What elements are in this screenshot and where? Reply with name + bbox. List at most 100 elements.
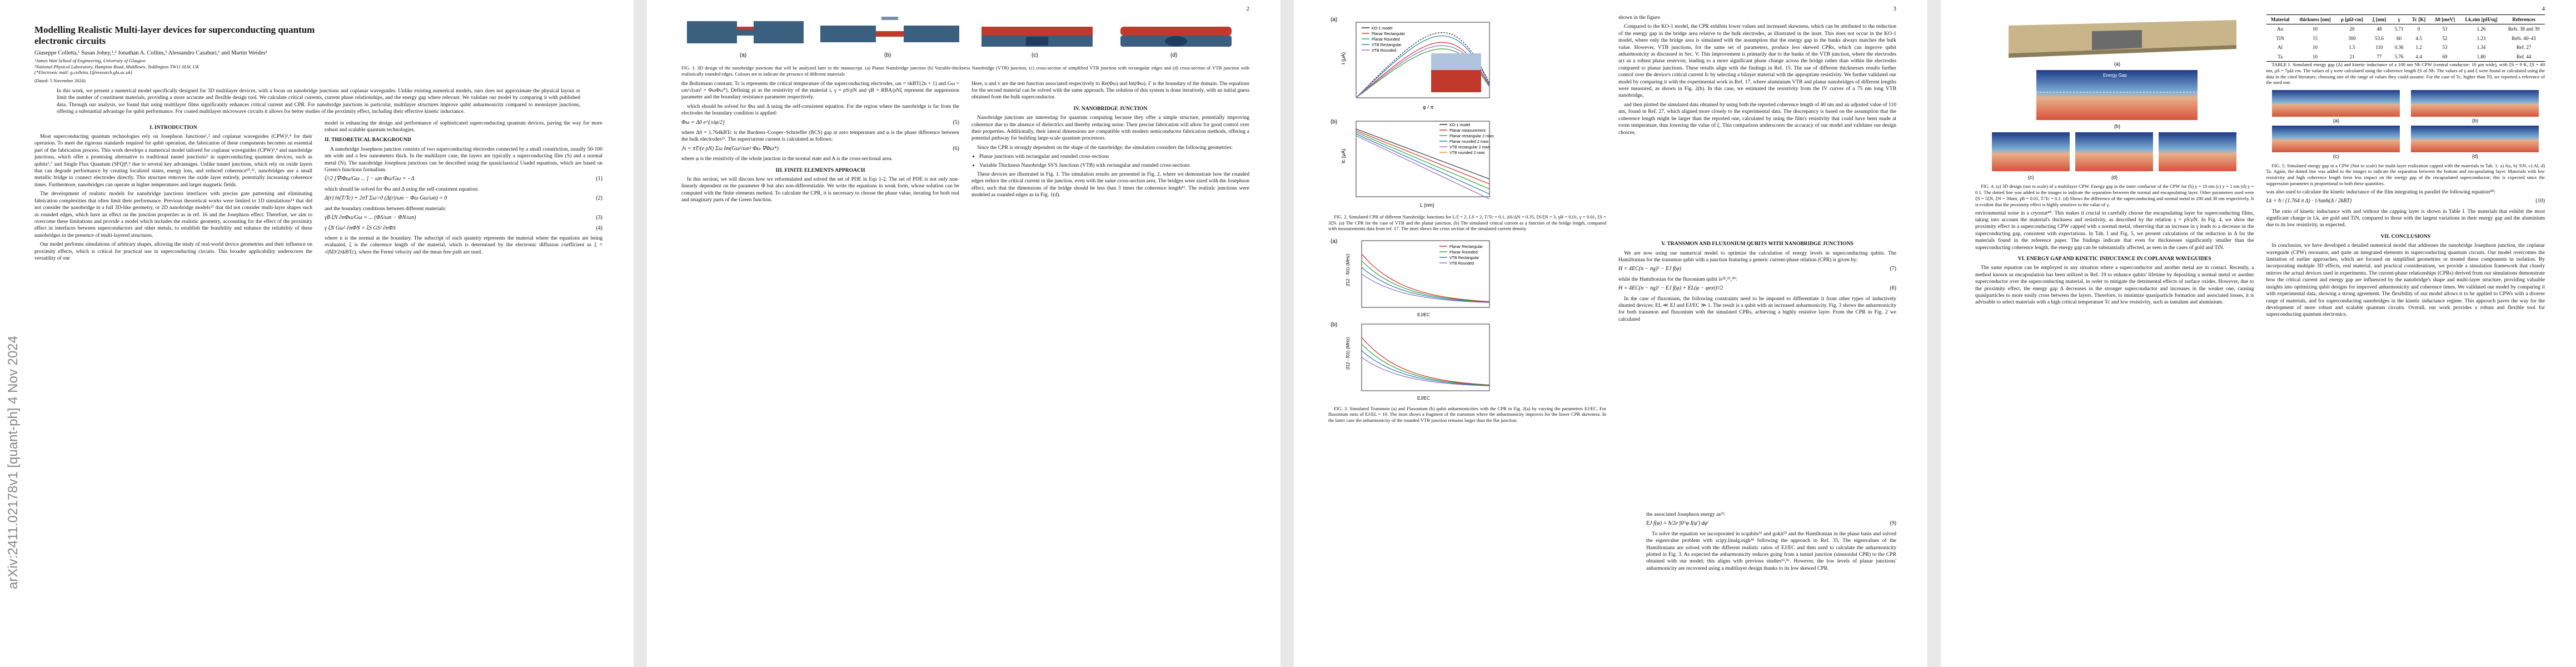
fig5-label-b: (b) [2472, 118, 2478, 123]
paragraph: A nanobridge Josephson junction consists… [325, 146, 602, 173]
anharmonicity-series-line [1361, 344, 1490, 386]
affiliation-2: ²National Physical Laboratory, Hampton R… [34, 63, 200, 69]
equation-2: Δ(r) ln(T/Tc) + 2πT Σω>0 (Δ(r)/ωn − Φω G… [325, 195, 602, 202]
paragraph: In the case of fluxonium, the following … [1618, 295, 1896, 322]
table-header-cell: ρ [μΩ·cm] [2341, 17, 2363, 22]
table-cell: 21 [2349, 53, 2355, 59]
anharmonicity-series-line [1361, 337, 1490, 386]
paragraph: Most superconducting quantum technologie… [34, 133, 312, 188]
fig4-panel-c [1992, 132, 2070, 171]
table-cell: Refs. 38 and 39 [2508, 26, 2540, 32]
legend-label: Planar Rounded [1372, 38, 1400, 42]
fig2b-axes [1356, 121, 1490, 197]
paragraph: In conclusion, we have developed a detai… [2266, 242, 2545, 318]
fig2b-series [1356, 128, 1490, 200]
equation-body: ξ²/2 [∇²Φω/Gω ... ] − ωn Φω/Gω = −Δ [325, 176, 415, 182]
ic-series-line [1356, 128, 1490, 180]
fig2b-legend: KO-1 model Planar measurement Planar recta… [1439, 123, 1494, 155]
page-4: 4 (a) [1941, 0, 2576, 667]
paragraph: where n is the normal at the boundary. T… [325, 235, 602, 255]
ic-series-line [1356, 135, 1490, 200]
table-row: TiN 15 300 53.6 60 4.5 52 1.23 Refs. 40–43 [2266, 34, 2545, 43]
fig1-label-d: (d) [1170, 52, 1177, 58]
paragraph: the Boltzmann constant. Tc is represents… [681, 80, 959, 101]
fig1-panel-b [820, 17, 959, 42]
anharmonicity-series-line [1361, 253, 1490, 302]
table-cell: 1.26 [2477, 26, 2486, 32]
fig2b-xlabel: L (nm) [1420, 202, 1434, 208]
equation-number: (4) [596, 225, 602, 231]
table-cell: 48 [2376, 26, 2382, 32]
fig1-label-a: (a) [740, 52, 746, 58]
page-2: 2 (a) [647, 0, 1280, 667]
fig4-inset-title: Energy Gap [2103, 73, 2127, 78]
fig2b-ylabel: Ic (μA) [1341, 149, 1346, 164]
page2-column-right: Here, u and v are the test function asso… [971, 81, 1249, 206]
fig5-panel-a [2271, 90, 2400, 117]
equation-body: Φω = Δ0 e^{±iφ/2} [681, 119, 725, 126]
legend-label: Planar rectangular 2 rows [1449, 135, 1494, 138]
fig4-label-b: (b) [2114, 123, 2120, 129]
page3-column-left-lower: (a) (f12 - f01) (MHz) EJ/EC Planar Recta… [1328, 236, 1606, 426]
legend-label: VTB Rounded [1449, 262, 1474, 266]
paragraph: The ratio of kinetic inductance with and… [2266, 208, 2545, 228]
list-item: Variable Thickness Nanobridge SS'S Junct… [979, 162, 1249, 169]
fig1-label-c: (c) [1032, 52, 1038, 58]
cpr-series-line [1356, 35, 1490, 98]
table-cell: 53 [2442, 26, 2448, 32]
figure-4-caption: FIG. 4. (a) 3D design (not to scale) of … [1975, 183, 2254, 207]
section-heading: I. INTRODUCTION [150, 124, 197, 131]
equation-number: (6) [953, 145, 959, 152]
page3-column-right: shown in the figure. Compared to the KO-… [1618, 14, 1896, 234]
email: (*Electronic mail: g.colletta.1@research… [34, 69, 132, 75]
table-cell: Ta [2278, 53, 2283, 59]
fig3-panel-a-label: (a) [1331, 238, 1337, 245]
legend-label: KO-1 model [1372, 27, 1393, 31]
paragraph: environmental noise in a cryostat⁴⁰. Thi… [1975, 210, 2254, 251]
anharmonicity-series-line [1361, 357, 1490, 387]
equation-3: γB ξN ∂nΦω/Gω = ... (ΦS/ωn − ΦN/ωn) (3) [325, 215, 602, 221]
figure-1-nanobridge-designs: (a) (b) (c) (d) [687, 17, 1232, 58]
equation-number: (9) [1890, 520, 1896, 527]
section-heading: VI. ENERGY GAP AND KINETIC INDUCTANCE IN… [2017, 256, 2211, 262]
table-cell: Au [2277, 26, 2284, 32]
paragraph: was also used to calculate the kinetic i… [2266, 188, 2496, 195]
legend-label: VTB rounded 2 rows [1449, 151, 1485, 155]
fig4-label-c: (c) [2028, 175, 2034, 180]
anharmonicity-series-line [1361, 260, 1490, 302]
legend-label: Planar rounded 2 rows [1449, 140, 1489, 144]
fig4-panel-b-energy-gap: Energy Gap [2036, 70, 2198, 120]
fig2a-xlabel: φ / π [1423, 104, 1434, 110]
equation-number: (7) [1890, 266, 1896, 272]
paragraph: Our model performs simulations of arbitr… [34, 241, 312, 261]
figure-4-multilayer-cpw: (a) Energy Gap [1992, 20, 2236, 180]
figure-2b-critical-current-plot: (b) KO-1 model Planar measurement Planar r… [1331, 119, 1494, 208]
paragraph: the associated Josephson energy as³¹: [1646, 511, 1726, 517]
table-cell: 300 [2348, 35, 2356, 41]
equation-body: Lk = ħ / (1.764 π Δ) · 1/tanh(Δ / 2kBT) [2266, 198, 2352, 205]
page-3: 3 (a) KO-1 model Planar Rectangular Planar… [1294, 0, 1927, 667]
page2-column-left: the Boltzmann constant. Tc is represents… [681, 81, 959, 206]
equation-body: Δ(r) ln(T/Tc) + 2πT Σω>0 (Δ(r)/ωn − Φω G… [325, 195, 447, 202]
legend-label: Planar Rounded [1449, 251, 1478, 255]
equation-1: ξ²/2 [∇²Φω/Gω ... ] − ωn Φω/Gω = −Δ (1) [325, 176, 602, 182]
section-heading: III. FINITE ELEMENTS APPROACH [775, 167, 865, 173]
legend-label: Planar Rectangular [1449, 245, 1483, 249]
fig2-panel-a-label: (a) [1331, 17, 1337, 23]
table-cell: 1.23 [2477, 35, 2486, 41]
page4-column-left: (a) Energy Gap [1975, 14, 2254, 321]
legend-label: Planar measurement [1449, 129, 1486, 133]
table-header-cell: γ [2398, 17, 2400, 22]
table-cell: 10 [2313, 53, 2318, 59]
table-cell: 10 [2313, 26, 2318, 32]
equation-body: γ ξN Gω² ∂nΦN = ξS GS² ∂nΦS [325, 225, 396, 231]
list-item: Planar junctions with rectangular and ro… [979, 153, 1249, 160]
fig5-panel-d [2410, 126, 2539, 153]
table-cell: Al [2278, 44, 2283, 51]
paragraph: The development of realistic models for … [34, 191, 312, 238]
page1-column-left: I. INTRODUCTION Most superconducting qua… [34, 120, 312, 265]
figure-1-caption: FIG. 1. 3D design of the nanobridge junc… [681, 65, 1249, 77]
table-cell: 1.80 [2477, 53, 2486, 59]
table-cell: 5.71 [2394, 26, 2404, 32]
